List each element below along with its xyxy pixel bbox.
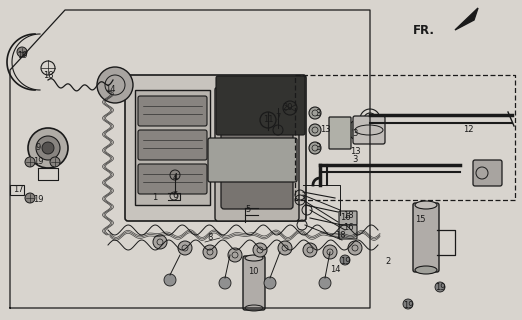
Ellipse shape (415, 201, 437, 209)
Text: 7: 7 (275, 114, 281, 123)
Circle shape (219, 277, 231, 289)
Circle shape (36, 136, 60, 160)
FancyBboxPatch shape (215, 87, 299, 221)
FancyBboxPatch shape (138, 164, 207, 194)
Text: 3: 3 (352, 156, 358, 164)
FancyBboxPatch shape (221, 93, 293, 149)
Text: 19: 19 (435, 284, 445, 292)
Circle shape (323, 245, 337, 259)
FancyBboxPatch shape (138, 130, 207, 160)
Text: 3: 3 (315, 108, 321, 117)
Text: 14: 14 (105, 85, 115, 94)
Circle shape (303, 243, 317, 257)
Circle shape (319, 277, 331, 289)
Circle shape (28, 128, 68, 168)
Text: 12: 12 (462, 125, 473, 134)
FancyBboxPatch shape (243, 256, 265, 310)
FancyBboxPatch shape (353, 116, 385, 144)
FancyBboxPatch shape (339, 225, 357, 239)
Text: 18: 18 (43, 70, 53, 79)
Circle shape (25, 193, 35, 203)
FancyBboxPatch shape (125, 75, 306, 221)
FancyBboxPatch shape (413, 203, 439, 272)
Text: 6: 6 (172, 190, 177, 199)
Circle shape (42, 142, 54, 154)
Text: 10: 10 (248, 268, 258, 276)
Circle shape (348, 120, 368, 140)
Text: 16: 16 (340, 213, 350, 222)
Ellipse shape (245, 255, 263, 261)
Circle shape (278, 241, 292, 255)
Text: 16: 16 (342, 223, 353, 233)
Circle shape (253, 243, 267, 257)
Text: 18: 18 (335, 230, 346, 239)
Circle shape (25, 157, 35, 167)
Ellipse shape (415, 266, 437, 274)
FancyBboxPatch shape (473, 160, 502, 186)
Text: 5: 5 (245, 205, 251, 214)
Text: 19: 19 (403, 300, 413, 309)
Text: FR.: FR. (413, 23, 435, 36)
FancyBboxPatch shape (329, 117, 351, 149)
FancyBboxPatch shape (216, 76, 305, 135)
Text: 19: 19 (33, 196, 43, 204)
Circle shape (164, 274, 176, 286)
Text: 13: 13 (350, 148, 360, 156)
Text: 19: 19 (340, 258, 350, 267)
Text: 18: 18 (342, 211, 353, 220)
Circle shape (17, 47, 27, 57)
Text: 3: 3 (315, 143, 321, 153)
Circle shape (348, 241, 362, 255)
Circle shape (309, 124, 321, 136)
Circle shape (50, 157, 60, 167)
Circle shape (309, 142, 321, 154)
Text: 19: 19 (33, 157, 43, 166)
Circle shape (153, 235, 167, 249)
Text: 3: 3 (352, 129, 358, 138)
Circle shape (309, 107, 321, 119)
Text: 9: 9 (35, 143, 41, 153)
FancyBboxPatch shape (221, 153, 293, 209)
FancyBboxPatch shape (138, 96, 207, 126)
Text: 20: 20 (283, 103, 293, 113)
FancyBboxPatch shape (339, 211, 357, 225)
Text: 2: 2 (385, 258, 390, 267)
Text: 19: 19 (17, 51, 27, 60)
Circle shape (435, 282, 445, 292)
Polygon shape (455, 8, 478, 30)
Circle shape (178, 241, 192, 255)
Circle shape (264, 277, 276, 289)
Bar (10, 185, 24, 195)
Bar (135, 90, 210, 205)
Text: 14: 14 (330, 266, 340, 275)
Circle shape (97, 67, 133, 103)
Circle shape (228, 248, 242, 262)
Text: 1: 1 (152, 194, 158, 203)
Text: 15: 15 (415, 215, 425, 225)
FancyBboxPatch shape (208, 138, 297, 182)
Circle shape (332, 132, 348, 148)
Circle shape (340, 255, 350, 265)
Text: 13: 13 (319, 125, 330, 134)
Text: 17: 17 (13, 186, 23, 195)
Circle shape (203, 245, 217, 259)
Text: 11: 11 (263, 116, 273, 124)
Text: 4: 4 (172, 173, 177, 182)
Text: 8: 8 (207, 234, 212, 243)
Circle shape (403, 299, 413, 309)
